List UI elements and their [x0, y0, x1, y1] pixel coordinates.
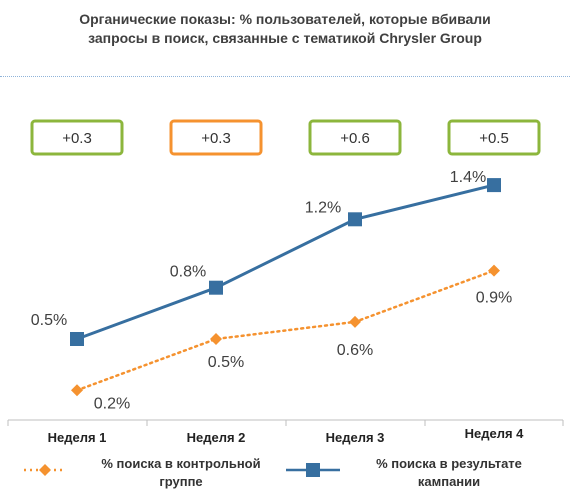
data-label-campaign: 0.5% — [31, 312, 67, 329]
difference-label: +0.3 — [62, 130, 92, 147]
data-point-campaign — [209, 280, 223, 295]
data-label-control: 0.5% — [208, 354, 244, 371]
title-divider — [0, 76, 570, 77]
legend-swatch-control — [24, 464, 66, 476]
legend-item-control: % поиска в контрольной группе — [22, 454, 272, 494]
chart-legend: % поиска в контрольной группе % поиска в… — [22, 454, 550, 494]
difference-box — [308, 119, 402, 156]
data-point-control — [210, 333, 222, 345]
data-point-control — [349, 315, 361, 328]
x-tick-label: Неделя 4 — [465, 426, 525, 441]
difference-label: +0.5 — [479, 130, 509, 147]
series-line-control — [75, 269, 496, 392]
line-chart: Неделя 1 Неделя 2 Неделя 3 Неделя 4 +0.3 +0.3… — [7, 119, 564, 445]
difference-label: +0.3 — [201, 130, 231, 147]
legend-swatch-campaign — [286, 463, 340, 477]
x-tick-label: Неделя 3 — [326, 430, 385, 445]
legend-item-campaign: % поиска в результате кампании — [284, 454, 550, 494]
data-point-campaign — [70, 332, 84, 346]
difference-box — [169, 119, 263, 156]
series-line-campaign — [76, 183, 495, 341]
data-label-control: 0.2% — [94, 395, 130, 412]
data-point-control — [71, 384, 83, 397]
legend-label-control: % поиска в контрольной группе — [101, 456, 261, 489]
difference-label: +0.6 — [340, 130, 370, 147]
data-point-campaign — [348, 212, 362, 227]
chart-title: Органические показы: % пользователей, ко… — [79, 11, 491, 46]
data-point-campaign — [487, 178, 501, 193]
data-label-control: 0.6% — [337, 342, 373, 359]
data-label-campaign: 0.8% — [170, 264, 206, 281]
legend-label-campaign: % поиска в результате кампании — [376, 456, 522, 489]
data-point-control — [488, 264, 500, 277]
difference-box — [30, 119, 124, 156]
data-label-campaign: 1.4% — [450, 169, 486, 186]
data-label-control: 0.9% — [476, 290, 512, 307]
difference-box — [447, 119, 541, 156]
x-tick-label: Неделя 2 — [187, 430, 246, 445]
data-label-campaign: 1.2% — [305, 199, 341, 216]
x-tick-label: Неделя 1 — [48, 430, 107, 445]
